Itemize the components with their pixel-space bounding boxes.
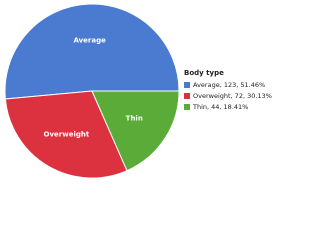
legend-swatch bbox=[184, 82, 190, 88]
legend-label: Average, 123, 51.46% bbox=[193, 81, 265, 89]
chart: Body type Average Overweight Thin Average, … bbox=[4, 3, 272, 179]
slice-label: Average bbox=[73, 37, 106, 45]
legend-label: Overweight, 72, 30.13% bbox=[193, 92, 272, 100]
legend-title: Body type bbox=[184, 69, 224, 77]
legend-swatch bbox=[184, 104, 190, 110]
slice-label: Overweight bbox=[44, 130, 90, 138]
legend-swatch bbox=[184, 93, 190, 99]
legend-label: Thin, 44, 18.41% bbox=[192, 103, 248, 111]
pie-slice bbox=[91, 90, 180, 172]
slice-label: Thin bbox=[126, 115, 143, 123]
pie-slice bbox=[4, 90, 128, 179]
pie-slice bbox=[4, 3, 180, 100]
